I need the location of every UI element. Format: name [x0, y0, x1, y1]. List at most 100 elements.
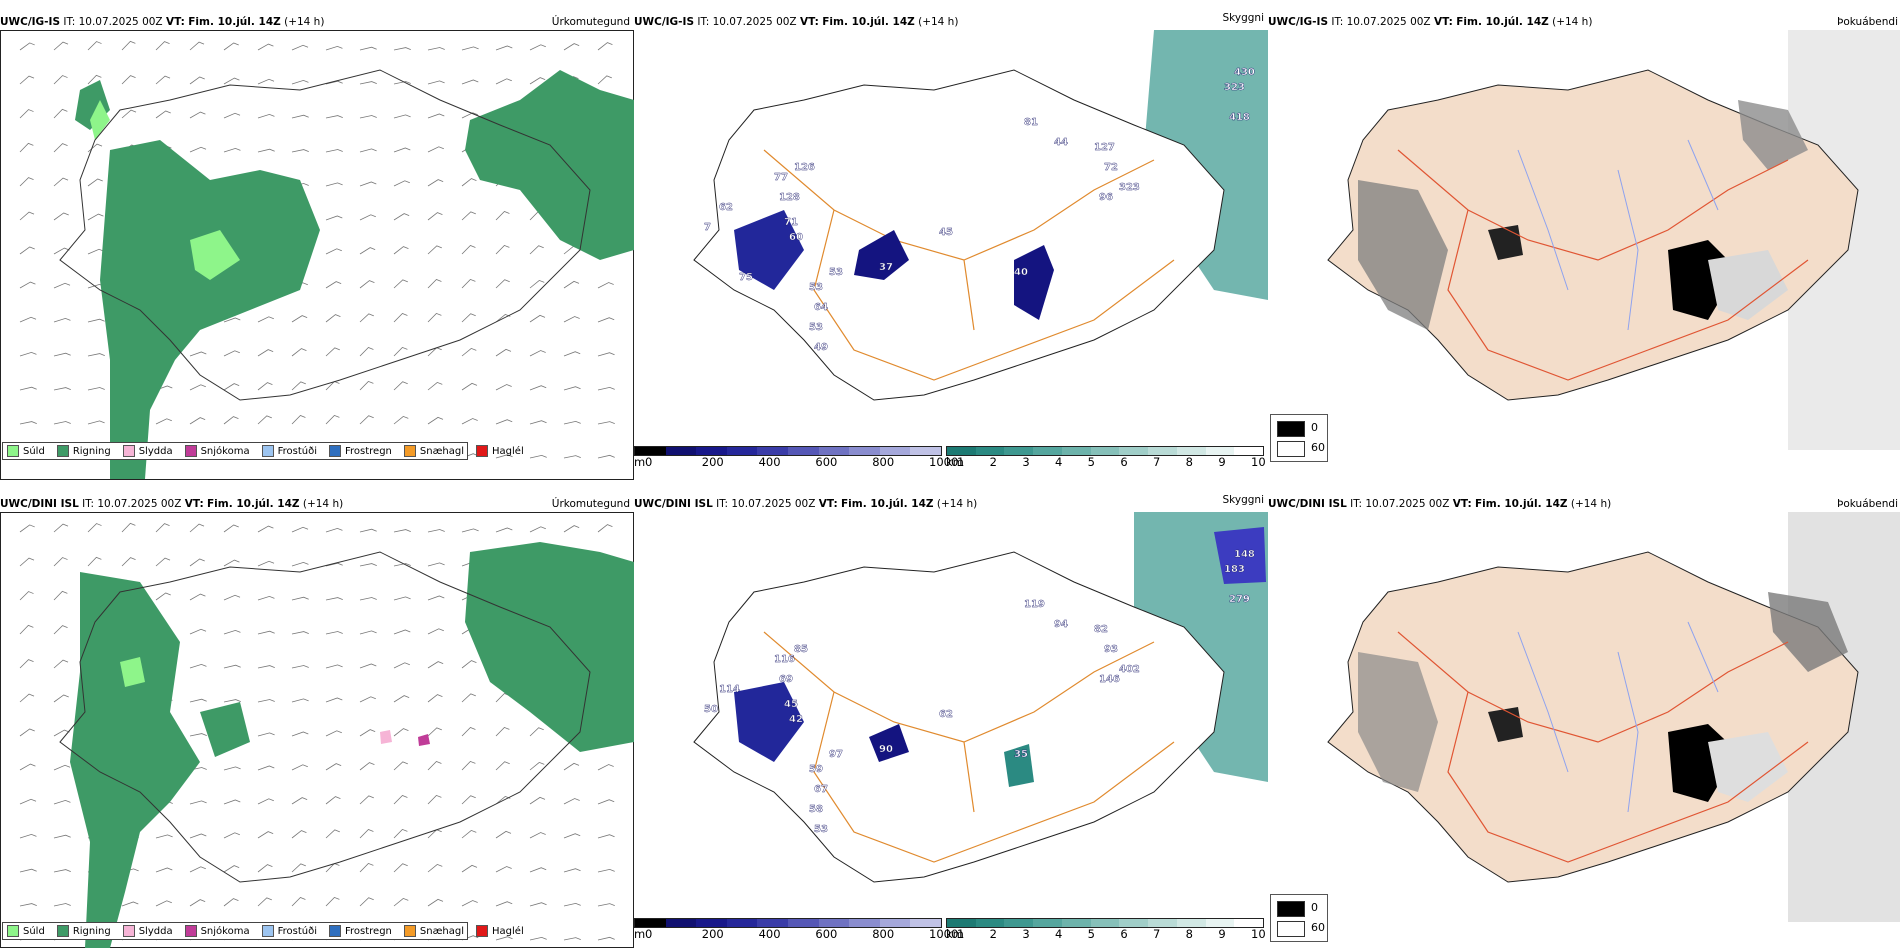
colorbar-unit: m	[634, 455, 646, 469]
wind-barb	[189, 351, 207, 357]
wind-barb	[19, 728, 35, 737]
legend-swatch	[7, 925, 19, 937]
cloud-base-label: 7	[704, 222, 711, 233]
legend-label: Frostregn	[345, 925, 392, 937]
wind-barb	[223, 42, 239, 51]
wind-barb	[87, 41, 102, 51]
cloud-base-label: 146	[1099, 674, 1120, 685]
wind-barb	[257, 864, 273, 873]
colorbar-segment	[635, 447, 666, 455]
wind-barb	[19, 42, 35, 51]
colorbar-tick-label: 3	[1022, 455, 1030, 469]
wind-barb	[359, 897, 374, 907]
colorbar-tick-label: 2	[989, 455, 997, 469]
wind-barb	[223, 416, 239, 425]
legend-item: Snæhagl	[403, 445, 464, 457]
wind-barb	[53, 75, 68, 85]
wind-barb	[291, 863, 306, 873]
wind-barb	[393, 794, 408, 805]
wind-barb	[495, 419, 513, 425]
wind-barb	[359, 46, 377, 51]
wind-barb	[359, 862, 374, 873]
vt-value: Fim. 10.júl. 14Z	[207, 498, 300, 510]
legend-item: Frostregn	[329, 925, 392, 937]
cloud-base-label: 183	[1224, 564, 1245, 575]
wind-barb	[189, 111, 206, 119]
wind-barb	[121, 40, 136, 51]
colorbar-tick-label: 5	[1087, 455, 1095, 469]
sleet-area	[380, 730, 392, 744]
wind-barb	[427, 278, 442, 289]
wind-barb	[529, 245, 544, 255]
vt-label: VT:	[818, 498, 838, 510]
fog-legend-high: 0	[1311, 901, 1318, 914]
wind-barb	[495, 901, 513, 907]
it-value: 10.07.2025 00Z	[731, 498, 816, 510]
wind-barb	[189, 833, 207, 839]
wind-barb	[155, 418, 172, 425]
wind-barb	[563, 420, 581, 425]
cloud-base-label: 148	[1234, 549, 1255, 560]
rain-area	[465, 542, 634, 752]
colorbar-tick-label: 7	[1153, 455, 1161, 469]
wind-barb	[291, 896, 306, 907]
rain-area	[200, 702, 250, 757]
wind-barb	[189, 384, 206, 391]
lead-time: (+14 h)	[302, 498, 344, 510]
low-ceiling-area	[869, 724, 909, 762]
legend-swatch	[403, 925, 416, 937]
cloud-base-label: 75	[739, 272, 753, 283]
drizzle-area	[190, 230, 240, 280]
legend-item: Frostúði	[261, 445, 317, 457]
legend-label: Frostúði	[277, 925, 317, 937]
legend-swatch	[261, 925, 274, 937]
wind-barb	[189, 41, 205, 51]
wind-barb	[597, 868, 615, 873]
cloud-base-label: 85	[794, 644, 808, 655]
wind-barb	[189, 800, 207, 805]
fog-panel-2: UWC/DINI ISL IT: 10.07.2025 00Z VT: Fim.…	[1268, 496, 1900, 950]
colorbar-segment	[1205, 447, 1235, 455]
it-value: 10.07.2025 00Z	[97, 498, 182, 510]
colorbar-tick-label: 6	[1120, 927, 1128, 941]
colorbar-segment	[1148, 447, 1177, 455]
wind-barb	[461, 829, 477, 839]
wind-barb	[597, 352, 615, 357]
legend-item: Snæhagl	[403, 925, 464, 937]
ceiling-colorbar: m 0 200 400 600 800 1000	[634, 446, 958, 472]
wind-barb	[223, 629, 241, 635]
wind-barb	[563, 762, 580, 771]
wind-barb	[87, 523, 102, 533]
wind-barb	[223, 766, 241, 771]
wind-barb	[495, 936, 513, 941]
low-ceiling-area	[854, 230, 909, 280]
model-name: UWC/IG-IS	[1268, 16, 1329, 28]
legend-item: Rigning	[56, 925, 111, 937]
wind-barb	[19, 659, 34, 669]
colorbar-segment	[1205, 919, 1235, 927]
wind-barb	[53, 557, 68, 567]
legend-item: Snjókoma	[184, 445, 250, 457]
iceland-outline	[59, 551, 591, 883]
wind-barb	[19, 211, 35, 221]
panel-header: UWC/DINI ISL IT: 10.07.2025 00Z VT: Fim.…	[634, 496, 977, 512]
colorbar-segment	[879, 447, 911, 455]
it-value: 10.07.2025 00Z	[78, 16, 163, 28]
legend-item: Haglél	[476, 925, 524, 937]
precip-panel-1: UWC/IG-IS IT: 10.07.2025 00Z VT: Fim. 10…	[0, 14, 634, 480]
colorbar-tick-label: 9	[1218, 455, 1226, 469]
wind-barb	[359, 696, 376, 703]
wind-barb	[495, 454, 513, 459]
panel-header: UWC/IG-IS IT: 10.07.2025 00Z VT: Fim. 10…	[0, 14, 324, 30]
wind-barb	[223, 559, 240, 567]
wind-barb	[189, 663, 207, 669]
colorbar-tick-label: 4	[1055, 927, 1063, 941]
cloud-base-label: 81	[1024, 117, 1038, 128]
legend-item: Súld	[7, 445, 45, 457]
wind-barb	[563, 525, 580, 533]
panel-header: UWC/IG-IS IT: 10.07.2025 00Z VT: Fim. 10…	[1268, 14, 1592, 30]
model-name: UWC/DINI ISL	[0, 498, 79, 510]
wind-barb	[87, 213, 104, 221]
wind-barb	[121, 901, 139, 907]
colorbar-segment	[757, 919, 788, 927]
